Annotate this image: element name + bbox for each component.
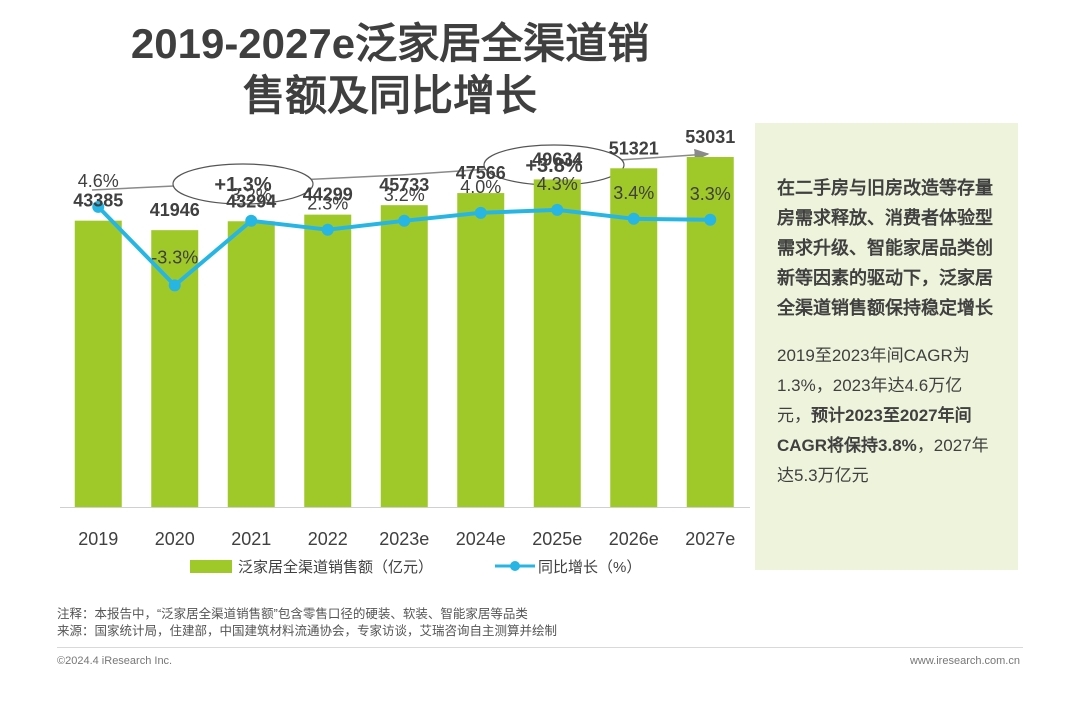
cagr-label-2: +3.8% — [525, 155, 582, 177]
website-link[interactable]: www.iresearch.com.cn — [909, 655, 1020, 667]
title-line-2: 售额及同比增长 — [242, 72, 537, 119]
growth-point-2020 — [168, 279, 181, 292]
growth-point-2027e — [704, 213, 717, 226]
bar-label-2023e: 45733 — [379, 175, 429, 195]
growth-point-2026e — [627, 212, 640, 225]
bar-2020 — [151, 230, 199, 507]
bar-label-2019: 43385 — [73, 191, 123, 211]
x-tick-2026e: 2026e — [609, 529, 659, 549]
legend-bar-swatch — [190, 560, 232, 573]
x-tick-2025e: 2025e — [532, 529, 582, 549]
growth-label-2027e: 3.3% — [690, 184, 731, 204]
bar-label-2027e: 53031 — [685, 127, 735, 147]
insight-highlight: 在二手房与旧房改造等存量房需求释放、消费者体验型需求升级、智能家居品类创新等因素… — [777, 178, 993, 318]
x-tick-2023e: 2023e — [379, 529, 429, 549]
bar-2022 — [304, 214, 352, 508]
bar-2025e — [533, 179, 581, 508]
bar-label-2020: 41946 — [150, 200, 200, 220]
copyright: ©2024.4 iResearch Inc. — [57, 655, 173, 667]
legend-line-marker — [510, 561, 520, 571]
bar-label-2025e: 49634 — [532, 149, 582, 169]
bar-label-2022: 44299 — [303, 185, 353, 205]
growth-label-2025e: 4.3% — [537, 174, 578, 194]
bar-2023e — [380, 205, 428, 507]
insight-body-part1: 2019至2023年间CAGR为1.3%，2023年达4.6万亿元， — [777, 346, 970, 425]
growth-point-2024e — [474, 206, 487, 219]
bar-2019 — [74, 220, 122, 507]
growth-label-2023e: 3.2% — [384, 185, 425, 205]
cagr-label-1: +1.3% — [214, 174, 271, 196]
growth-point-2019 — [92, 200, 105, 213]
bar-2024e — [457, 193, 505, 508]
growth-label-2019: 4.6% — [78, 171, 119, 191]
sales-growth-chart: +1.3% +3.8% 43385 2019 41946 2020 43294 2021 44… — [60, 127, 750, 576]
x-tick-2019: 2019 — [78, 529, 118, 549]
x-tick-2020: 2020 — [155, 529, 195, 549]
bar-label-2021: 43294 — [226, 191, 276, 211]
bar-label-2026e: 51321 — [609, 138, 659, 158]
notes: 注释：本报告中，“泛家居全渠道销售额”包含零售口径的硬装、软装、智能家居等品类 … — [57, 606, 557, 640]
growth-point-2022 — [321, 223, 334, 236]
legend-bar-label: 泛家居全渠道销售额（亿元） — [238, 558, 433, 576]
insight-body-bold: 预计2023至2027年间CAGR将保持3.8% — [777, 406, 972, 455]
title-line-1: 2019-2027e泛家居全渠道销 — [130, 20, 650, 67]
insight-body-part2: ，2027年达5.3万亿元 — [777, 436, 989, 485]
growth-label-2021: 3.2% — [231, 185, 272, 205]
growth-label-2022: 2.3% — [307, 194, 348, 214]
growth-point-2025e — [551, 203, 564, 216]
bar-2021 — [227, 221, 275, 508]
page-title: 2019-2027e泛家居全渠道销 售额及同比增长 — [60, 18, 720, 122]
growth-point-2023e — [398, 214, 411, 227]
insight-body: 2019至2023年间CAGR为1.3%，2023年达4.6万亿元，预计2023… — [777, 341, 996, 491]
x-tick-2022: 2022 — [308, 529, 348, 549]
bar-label-2024e: 47566 — [456, 163, 506, 183]
legend-line-label: 同比增长（%） — [538, 559, 641, 576]
growth-label-2024e: 4.0% — [460, 177, 501, 197]
footer-divider — [57, 647, 1023, 648]
bar-2027e — [686, 156, 734, 507]
growth-label-2020: -3.3% — [151, 247, 198, 267]
source-text: 来源：国家统计局，住建部，中国建筑材料流通协会，专家访谈，艾瑞咨询自主测算并绘制 — [57, 624, 558, 638]
x-tick-2024e: 2024e — [456, 529, 506, 549]
note-text: 注释：本报告中，“泛家居全渠道销售额”包含零售口径的硬装、软装、智能家居等品类 — [57, 607, 528, 621]
cagr-callout-1 — [172, 163, 314, 205]
growth-point-2021 — [245, 214, 258, 227]
x-tick-2021: 2021 — [231, 529, 271, 549]
insight-panel: 在二手房与旧房改造等存量房需求释放、消费者体验型需求升级、智能家居品类创新等因素… — [755, 123, 1018, 570]
growth-label-2026e: 3.4% — [613, 183, 654, 203]
x-tick-2027e: 2027e — [685, 529, 735, 549]
